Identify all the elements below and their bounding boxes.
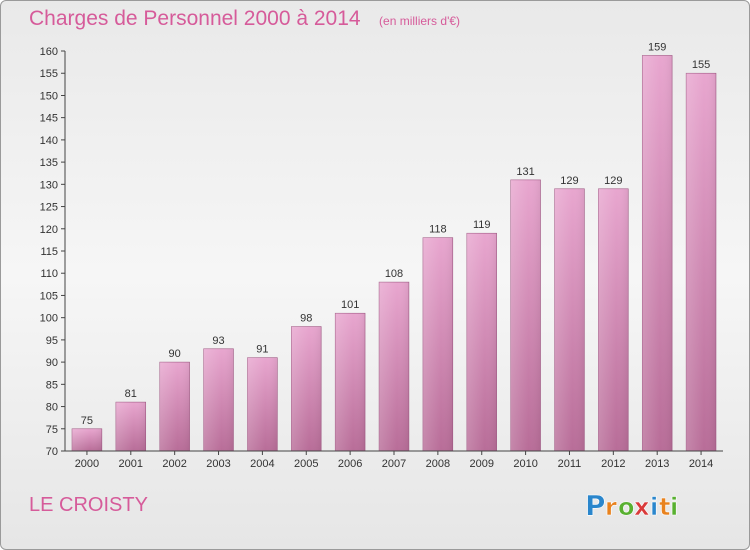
bar-chart: 70 75 80 85 90 95 100 105 110 115 120 125 130 135 140 1… [40,41,723,470]
bar-shade [598,188,629,451]
logo-letter: i [670,493,678,521]
logo-letter: i [650,493,658,521]
x-tick-label: 2002 [162,458,186,470]
x-tick-label: 2008 [426,458,450,470]
x-tick-label: 2003 [206,458,230,470]
data-label: 159 [648,41,666,53]
data-label: 129 [560,175,578,187]
data-label: 131 [516,166,534,178]
x-tick-label: 2013 [645,458,669,470]
bar-shade [642,55,673,451]
logo-letter: t [659,493,670,521]
y-tick-label: 90 [46,357,58,369]
data-label: 91 [256,344,268,356]
data-label: 155 [692,59,710,71]
y-tick-label: 105 [40,290,58,302]
data-label: 75 [81,415,93,427]
y-tick-label: 95 [46,335,58,347]
y-tick-label: 70 [46,446,58,458]
y-axis: 70 75 80 85 90 95 100 105 110 115 120 125 130 135 140 1… [40,46,66,458]
bar-shade [554,188,585,451]
y-tick-label: 130 [40,179,58,191]
y-tick-label: 75 [46,424,58,436]
data-label: 98 [300,313,312,325]
x-tick-label: 2004 [250,458,274,470]
y-tick-label: 110 [40,268,58,280]
data-label: 101 [341,299,359,311]
y-tick-label: 155 [40,68,58,80]
y-tick-label: 120 [40,224,58,236]
y-tick-label: 80 [46,402,58,414]
bar-shade [72,428,102,451]
data-label: 93 [212,335,224,347]
data-label: 108 [385,268,403,280]
y-tick-label: 85 [46,379,58,391]
logo-letter: P [585,489,606,522]
chart-title: Charges de Personnel 2000 à 2014 [29,7,361,30]
chart-title-block: Charges de Personnel 2000 à 2014 (en mil… [29,7,460,31]
commune-name: LE CROISTY [29,494,148,516]
chart-subtitle: (en milliers d'€) [379,14,461,28]
bar-shade [203,348,234,451]
y-tick-label: 140 [40,135,58,147]
bar-shade [379,282,409,451]
x-tick-label: 2012 [601,458,625,470]
y-tick-label: 135 [40,157,58,169]
y-tick-label: 100 [40,313,58,325]
logo-letter: r [605,493,617,521]
x-tick-label: 2000 [75,458,99,470]
data-label: 119 [473,219,491,231]
x-tick-label: 2007 [382,458,406,470]
x-tick-label: 2011 [558,458,582,470]
bar-shade [159,362,190,451]
x-tick-label: 2001 [119,458,143,470]
y-tick-label: 115 [40,246,58,258]
bar-shade [466,233,497,451]
x-axis: 2000 2001 2002 2003 2004 2005 2006 2007 2008 2009… [65,450,723,470]
bar-shade [291,326,322,451]
bar-shade [422,237,453,451]
bar-shade [247,357,278,451]
y-tick-label: 160 [40,46,58,58]
x-tick-label: 2014 [689,458,713,470]
bar-shade [335,313,366,451]
data-label: 90 [169,348,181,360]
x-tick-label: 2009 [469,458,493,470]
bar-shade [686,73,716,451]
data-label: 129 [604,175,622,187]
bars: 75 81 90 93 91 98 101 108 118 119 131 129 129 159 155 [71,41,717,452]
y-tick-label: 145 [40,113,58,125]
logo-letter: o [618,493,635,521]
x-tick-label: 2006 [338,458,362,470]
logo-letter: x [634,493,650,521]
x-tick-label: 2010 [513,458,537,470]
bar-shade [510,179,541,451]
data-label: 81 [125,388,137,400]
y-tick-label: 150 [40,90,58,102]
bar-shade [115,402,146,451]
data-label: 118 [429,224,447,236]
x-tick-label: 2005 [294,458,318,470]
y-tick-label: 125 [40,202,58,214]
